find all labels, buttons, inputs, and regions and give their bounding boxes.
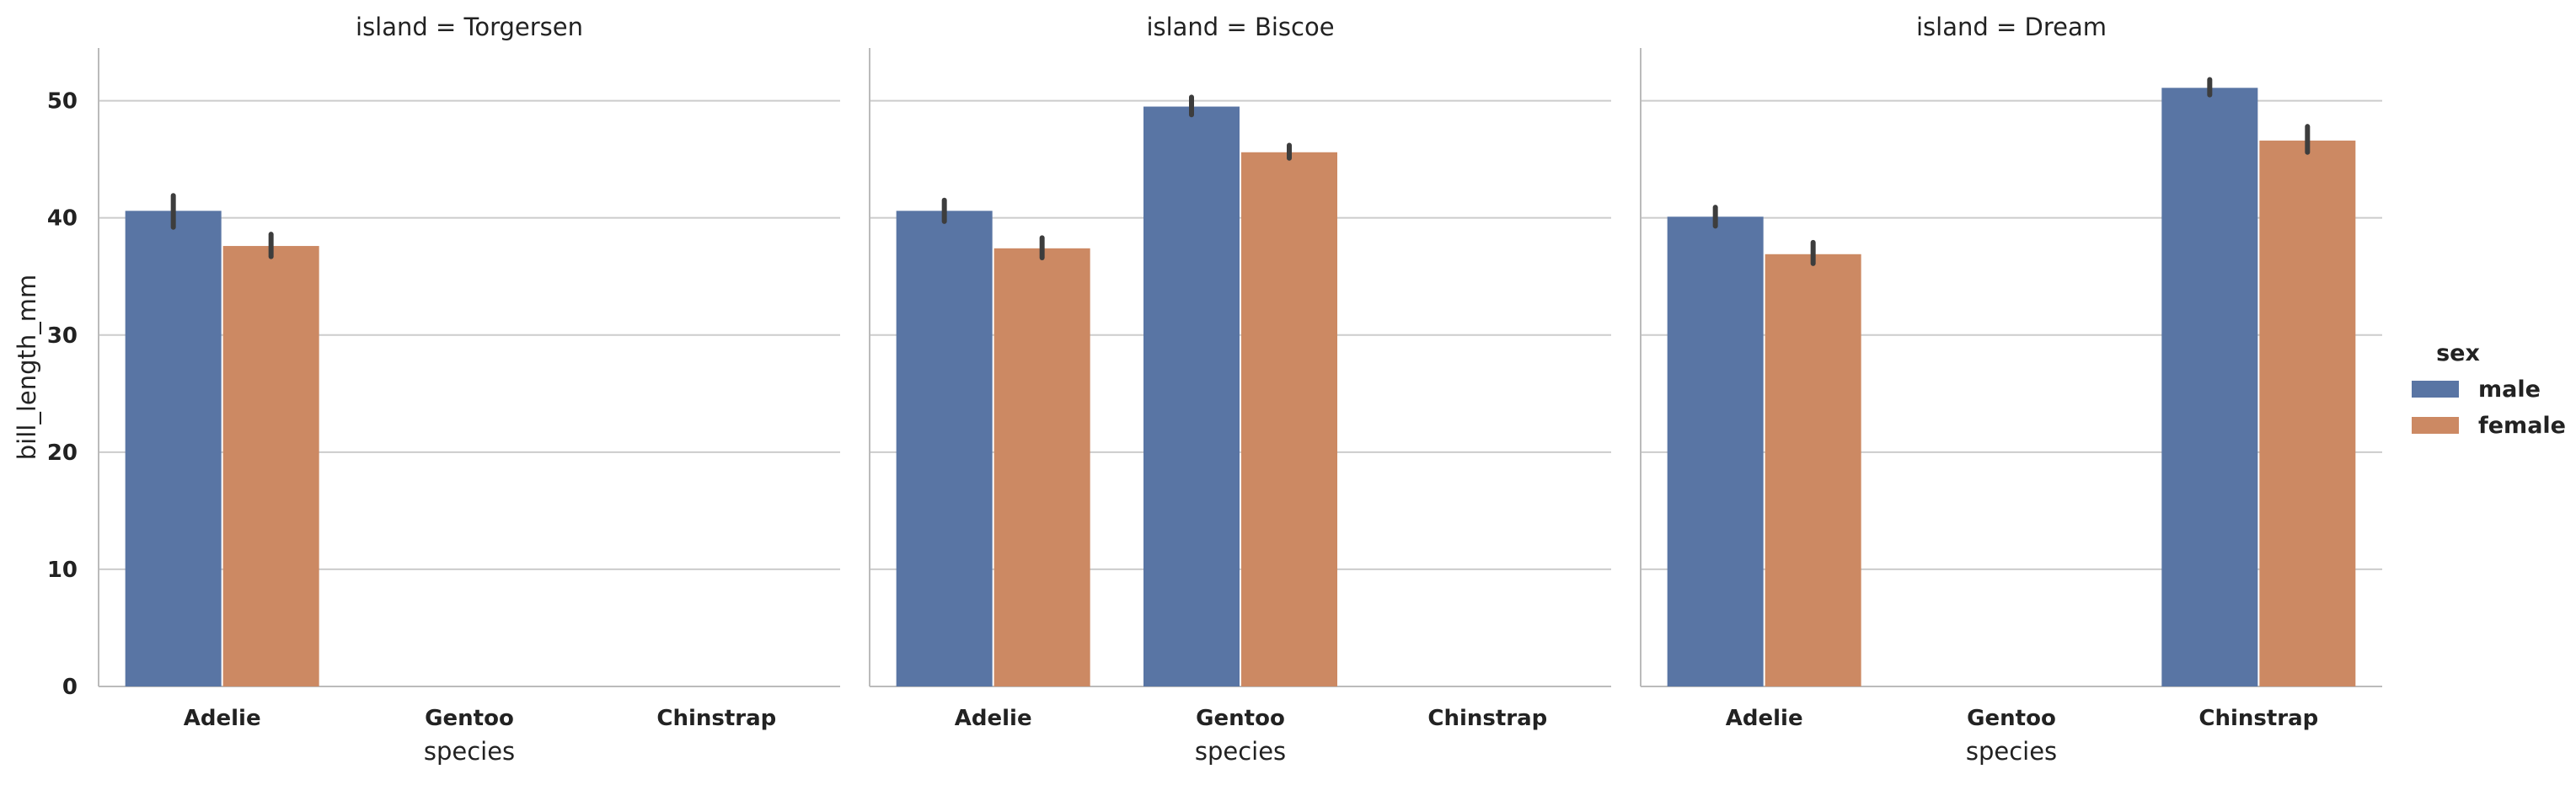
bar-0-female-Adelie: [222, 246, 319, 686]
y-tick-label-1: 10: [47, 558, 78, 583]
legend-label-female: female: [2478, 413, 2566, 439]
x-tick-label-1-1: Gentoo: [1196, 706, 1285, 731]
x-axis-title-2: species: [1966, 737, 2057, 766]
panel-title-2: island = Dream: [1916, 13, 2107, 41]
x-tick-label-2-1: Gentoo: [1967, 706, 2056, 731]
x-axis-title-1: species: [1195, 737, 1286, 766]
x-tick-label-0-1: Gentoo: [425, 706, 514, 731]
legend-swatch-male: [2412, 381, 2459, 398]
panel-title-0: island = Torgersen: [356, 13, 583, 41]
x-axis-title-0: species: [424, 737, 515, 766]
y-tick-label-2: 20: [47, 441, 78, 466]
bar-2-female-Chinstrap: [2259, 140, 2356, 686]
bar-0-male-Adelie: [125, 211, 222, 686]
x-tick-label-2-0: Adelie: [1726, 706, 1803, 731]
y-tick-label-0: 0: [62, 675, 78, 700]
bar-1-female-Gentoo: [1241, 152, 1337, 686]
y-tick-label-3: 30: [47, 323, 78, 349]
panel-title-1: island = Biscoe: [1146, 13, 1334, 41]
legend-label-male: male: [2478, 376, 2541, 403]
x-tick-label-0-2: Chinstrap: [656, 706, 776, 731]
x-tick-label-1-0: Adelie: [955, 706, 1032, 731]
bar-2-male-Adelie: [1667, 216, 1764, 686]
bar-2-male-Chinstrap: [2161, 88, 2258, 686]
x-tick-label-2-2: Chinstrap: [2198, 706, 2318, 731]
y-axis-title: bill_length_mm: [13, 275, 41, 461]
bar-1-female-Adelie: [993, 248, 1090, 687]
legend-title: sex: [2436, 340, 2480, 366]
legend-swatch-female: [2412, 417, 2459, 434]
y-tick-label-5: 50: [47, 89, 78, 115]
bar-1-male-Adelie: [896, 211, 993, 686]
x-tick-label-0-0: Adelie: [184, 706, 261, 731]
bar-1-male-Gentoo: [1143, 106, 1240, 687]
y-tick-label-4: 40: [47, 206, 78, 232]
x-tick-label-1-2: Chinstrap: [1427, 706, 1547, 731]
bar-2-female-Adelie: [1765, 254, 1861, 687]
